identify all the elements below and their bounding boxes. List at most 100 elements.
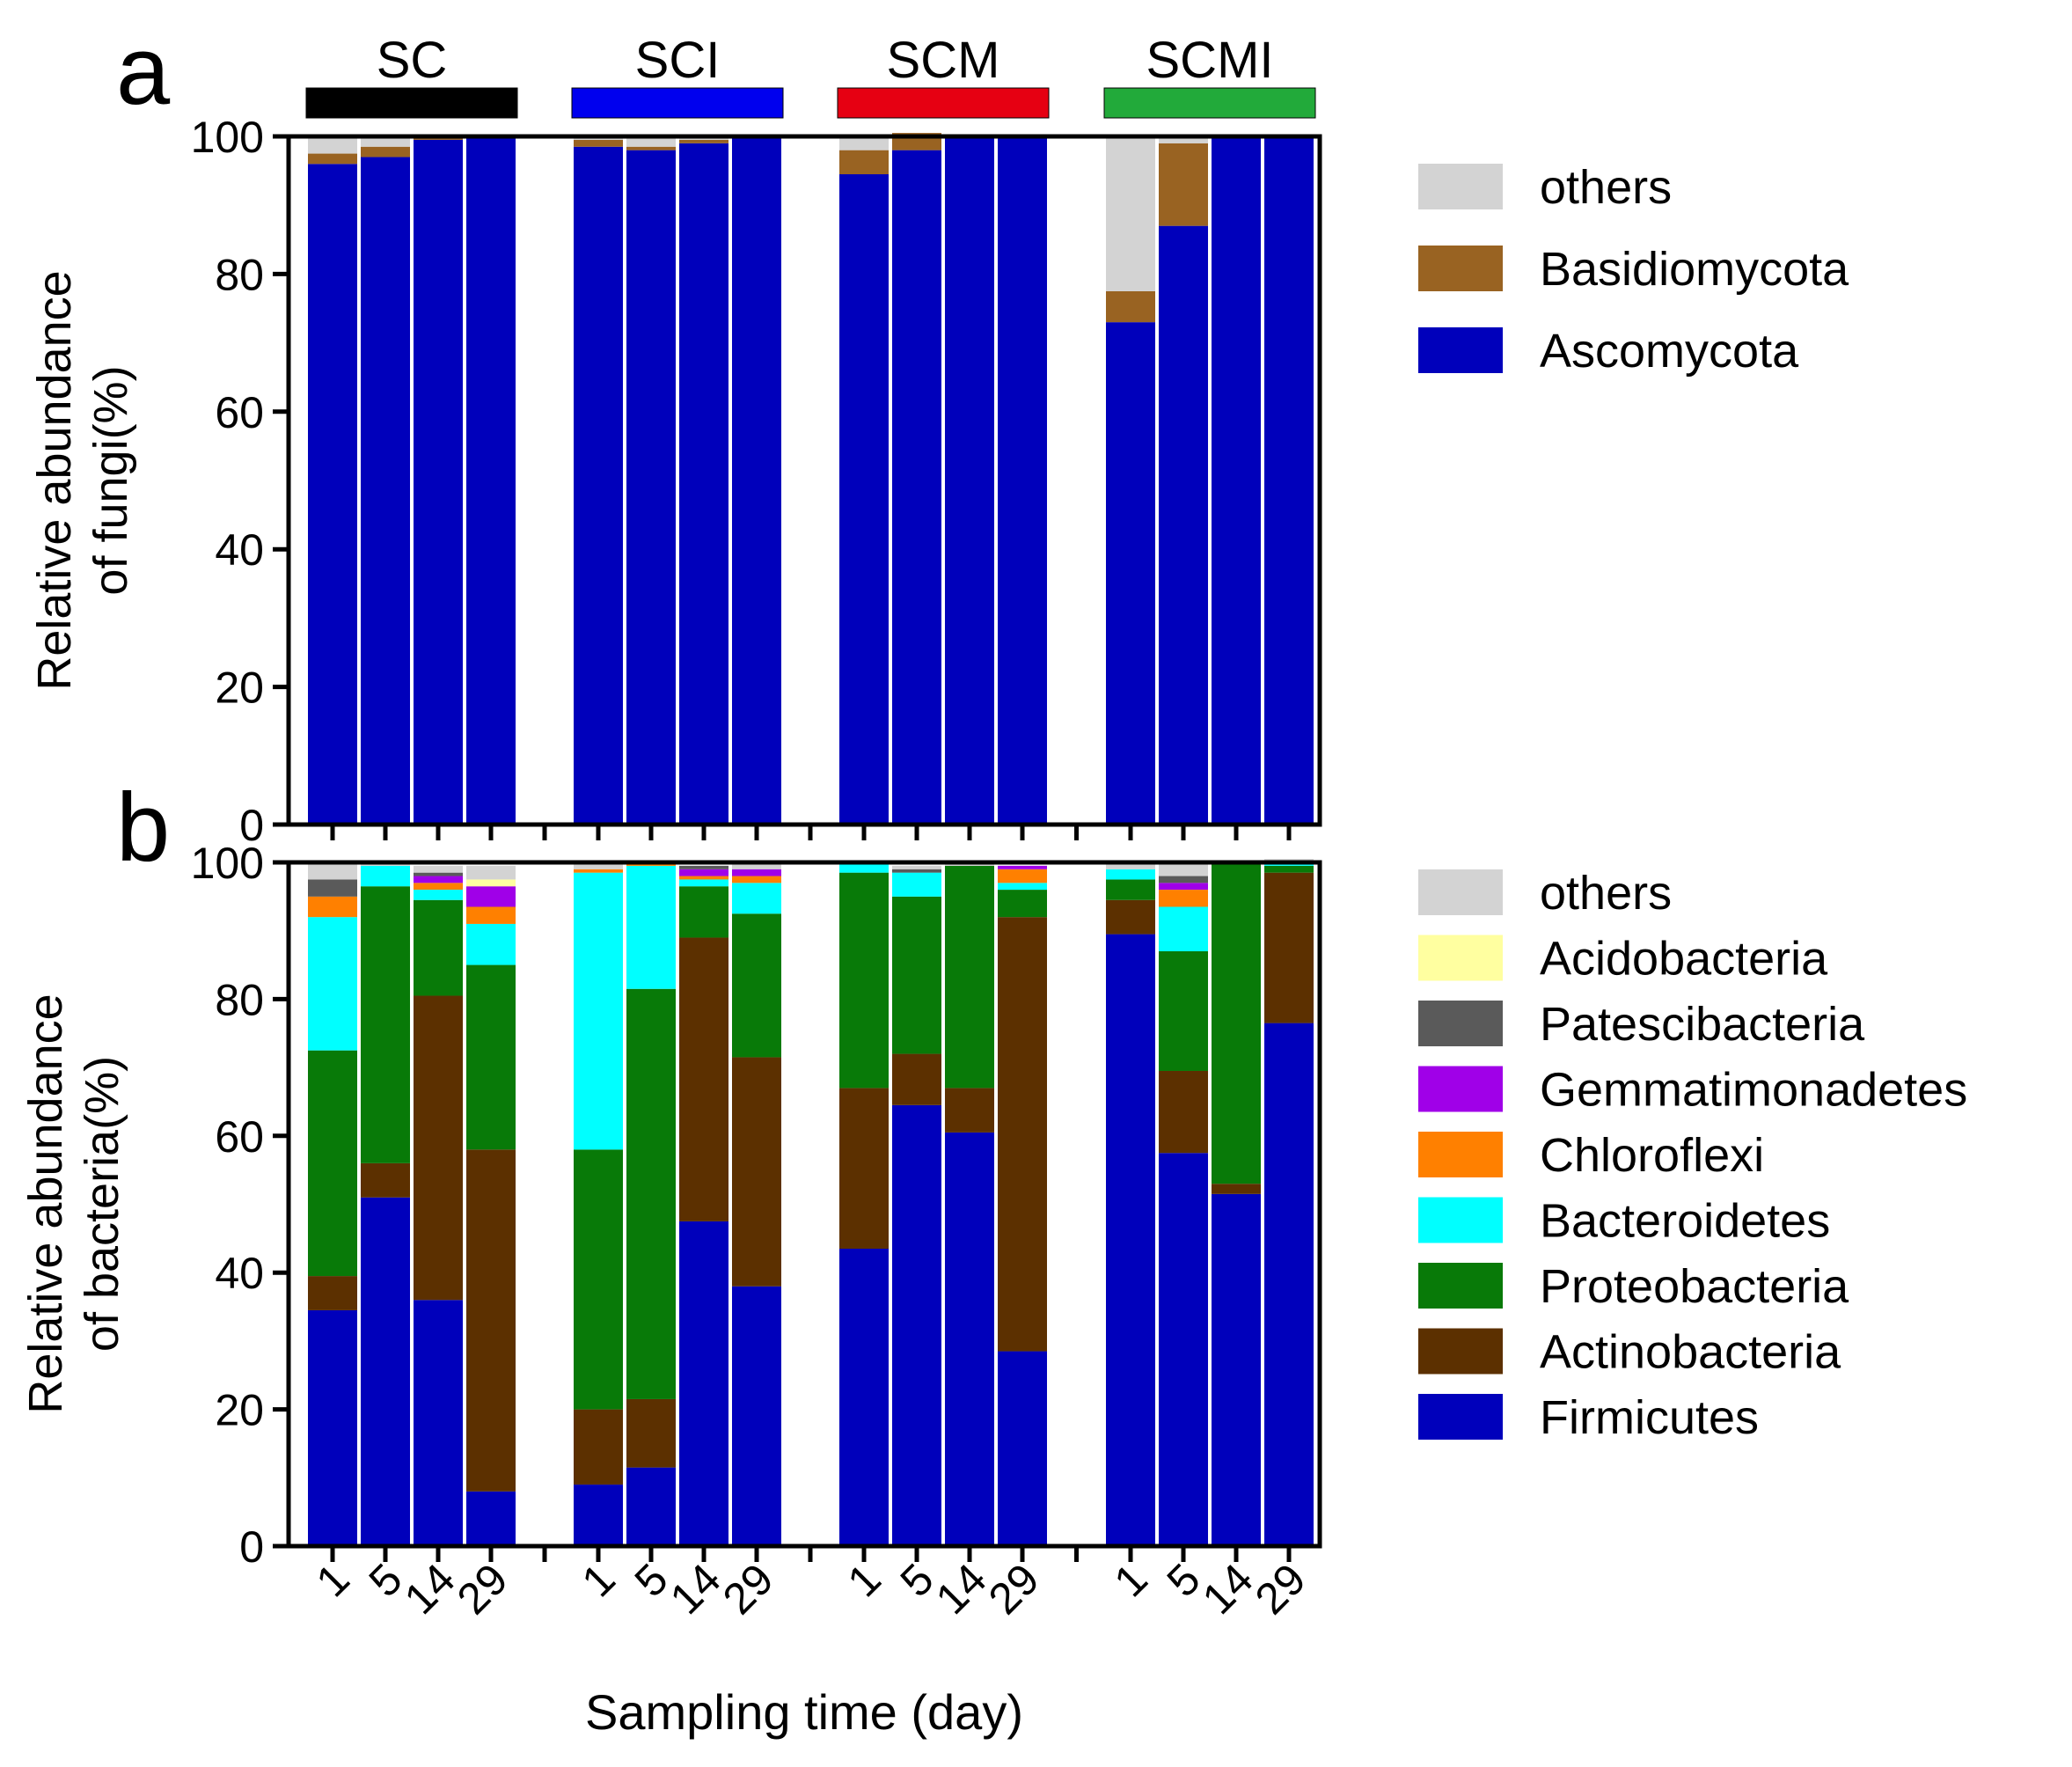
bar-segment-ascomycota-scm-day5 (892, 150, 941, 825)
bar-segment-gemmatimonadetes-sci-day29 (732, 869, 781, 876)
y-tick-label: 40 (215, 525, 264, 575)
bar-segment-gemmatimonadetes-sc-day14 (414, 876, 463, 884)
panel-letter: b (116, 774, 170, 882)
bar-segment-firmicutes-scm-day29 (998, 1351, 1047, 1546)
bar-segment-proteobacteria-sc-day5 (361, 886, 410, 1163)
bar-segment-actinobacteria-scm-day14 (945, 1088, 994, 1133)
bar-segment-chloroflexi-scmi-day5 (1159, 890, 1208, 907)
group-header-label: SCM (887, 32, 1000, 89)
legend-label: Basidiomycota (1540, 243, 1849, 296)
group-header-bar-scmi (1103, 87, 1316, 119)
bar-segment-others-scm-day1 (839, 136, 889, 150)
legend-swatch-acidobacteria (1418, 935, 1503, 981)
legend-swatch-basidiomycota (1418, 246, 1503, 291)
x-tick-label: 29 (714, 1554, 783, 1624)
plot-frame (286, 134, 1322, 827)
bar-segment-firmicutes-sci-day1 (574, 1485, 623, 1546)
bar-segment-proteobacteria-scmi-day5 (1159, 951, 1208, 1071)
bar-segment-basidiomycota-sci-day14 (679, 139, 728, 143)
bar-segment-actinobacteria-sc-day5 (361, 1162, 410, 1198)
bar-segment-ascomycota-sc-day14 (414, 139, 463, 825)
bar-segment-ascomycota-sci-day5 (626, 150, 676, 825)
bar-segment-firmicutes-sc-day14 (414, 1300, 463, 1546)
bar-segment-ascomycota-scm-day29 (998, 136, 1047, 825)
bar-segment-others-sci-day5 (626, 136, 676, 147)
bar-segment-proteobacteria-scm-day1 (839, 872, 889, 1089)
plot-frame (286, 860, 1322, 1549)
legend-swatch-actinobacteria (1418, 1328, 1503, 1375)
bar-segment-basidiomycota-sci-day1 (574, 139, 623, 147)
bar-segment-bacteroidetes-sc-day1 (308, 917, 357, 1051)
bar-segment-patescibacteria-scmi-day5 (1159, 876, 1208, 884)
bar-segment-firmicutes-scmi-day14 (1212, 1193, 1261, 1546)
bar-segment-actinobacteria-sc-day14 (414, 995, 463, 1301)
group-header-label: SCMI (1146, 32, 1274, 89)
bar-segment-actinobacteria-scm-day5 (892, 1053, 941, 1105)
bar-segment-basidiomycota-scm-day1 (839, 150, 889, 175)
legend-label: others (1540, 867, 1672, 920)
group-header-bar-sc (305, 87, 518, 119)
bar-segment-bacteroidetes-sc-day5 (361, 865, 410, 887)
group-header-label: SCI (635, 32, 721, 89)
bar-segment-bacteroidetes-sci-day1 (574, 872, 623, 1150)
bar-segment-firmicutes-scm-day1 (839, 1249, 889, 1546)
legend-label: Ascomycota (1540, 325, 1799, 378)
y-tick-label: 20 (215, 664, 264, 713)
panel-b-bacteria: b 0 20 40 60 80 100 Relative abundanceof bacter… (19, 774, 1967, 1572)
bar-segment-actinobacteria-scm-day29 (998, 917, 1047, 1352)
y-tick-label: 20 (215, 1386, 264, 1435)
x-tick-label: 1 (1105, 1554, 1157, 1606)
bar-segment-actinobacteria-scmi-day5 (1159, 1070, 1208, 1154)
legend-label: others (1540, 161, 1672, 214)
bar-segment-proteobacteria-sc-day29 (466, 964, 516, 1150)
legend-swatch-firmicutes (1418, 1394, 1503, 1440)
bar-segment-firmicutes-sc-day1 (308, 1309, 357, 1546)
bar-segment-proteobacteria-scm-day5 (892, 896, 941, 1054)
bar-segment-proteobacteria-scmi-day29 (1264, 865, 1314, 873)
bar-segment-actinobacteria-scm-day1 (839, 1088, 889, 1250)
bar-segment-chloroflexi-sci-day1 (574, 869, 623, 873)
legend-label: Acidobacteria (1540, 933, 1828, 986)
bar-segment-ascomycota-scmi-day14 (1212, 136, 1261, 825)
bar-segment-basidiomycota-sc-day5 (361, 146, 410, 158)
bar-segment-bacteroidetes-sci-day14 (679, 879, 728, 887)
y-axis-title-line2: of bacteria(%) (76, 1056, 128, 1352)
bar-segment-others-scmi-day5 (1159, 136, 1208, 143)
bar-segment-chloroflexi-scm-day29 (998, 869, 1047, 884)
legend-label: Firmicutes (1540, 1391, 1759, 1444)
bar-segment-others-sc-day1 (308, 862, 357, 880)
bar-segment-proteobacteria-scmi-day14 (1212, 862, 1261, 1184)
legend-swatch-ascomycota (1418, 327, 1503, 373)
bar-segment-firmicutes-scmi-day5 (1159, 1153, 1208, 1546)
bar-segment-others-sc-day14 (414, 865, 463, 873)
bar-segment-ascomycota-scmi-day29 (1264, 136, 1314, 825)
bar-segment-bacteroidetes-sci-day5 (626, 865, 676, 989)
bar-segment-actinobacteria-scmi-day29 (1264, 872, 1314, 1023)
y-axis-title-line2: of fungi(%) (84, 365, 137, 595)
bar-segment-bacteroidetes-scm-day1 (839, 862, 889, 873)
bar-segment-proteobacteria-sci-day29 (732, 913, 781, 1058)
legend-swatch-bacteroidetes (1418, 1197, 1503, 1243)
bar-segment-actinobacteria-sc-day29 (466, 1149, 516, 1492)
bar-segment-others-sci-day1 (574, 862, 623, 869)
y-tick-label: 60 (215, 388, 264, 437)
bar-segment-gemmatimonadetes-sci-day14 (679, 869, 728, 876)
bar-segment-proteobacteria-sci-day1 (574, 1149, 623, 1410)
bar-segment-proteobacteria-scmi-day1 (1106, 879, 1155, 900)
bar-segment-chloroflexi-sc-day14 (414, 883, 463, 891)
bar-segment-ascomycota-scm-day1 (839, 174, 889, 825)
legend-label: Chloroflexi (1540, 1129, 1764, 1182)
bar-segment-others-scmi-day1 (1106, 862, 1155, 869)
y-axis-title-line1: Relative abundance (28, 270, 81, 690)
bar-segment-ascomycota-sc-day1 (308, 164, 357, 825)
legend-swatch-chloroflexi (1418, 1132, 1503, 1177)
bar-segment-others-scmi-day1 (1106, 136, 1155, 291)
bar-segment-firmicutes-scmi-day29 (1264, 1023, 1314, 1546)
bar-segment-ascomycota-sci-day29 (732, 136, 781, 825)
bar-segment-patescibacteria-sc-day1 (308, 879, 357, 897)
bar-segment-firmicutes-sci-day14 (679, 1221, 728, 1546)
bar-segment-bacteroidetes-sci-day29 (732, 883, 781, 914)
bar-segment-ascomycota-scm-day14 (945, 136, 994, 825)
